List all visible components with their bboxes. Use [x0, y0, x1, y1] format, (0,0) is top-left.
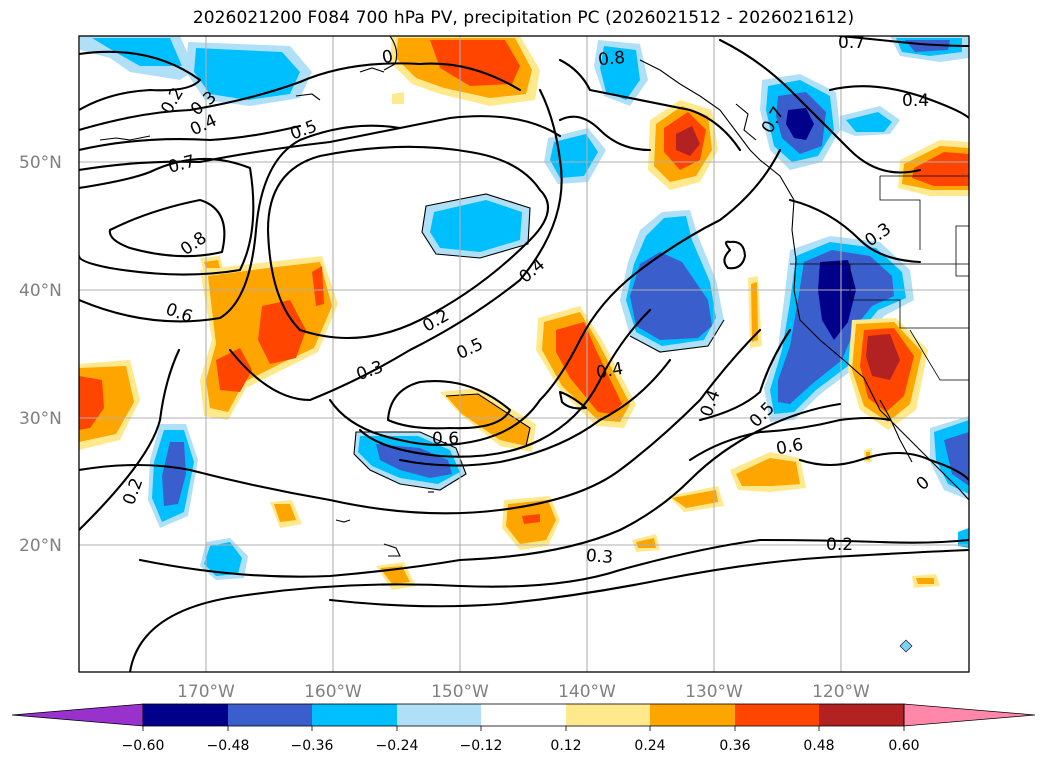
- colorbar-tick-label: −0.60: [122, 738, 165, 754]
- colorbar-segment: [481, 704, 566, 726]
- colorbar-segment: [397, 704, 481, 726]
- contour-label: 0.8: [597, 48, 626, 70]
- lon-label-120w: 120°W: [812, 682, 870, 702]
- borders: [790, 175, 969, 381]
- contour-label: 0.7: [838, 33, 865, 53]
- lat-label-50: 50°N: [19, 153, 62, 173]
- colorbar-segment: [735, 704, 819, 726]
- map-frame: [78, 35, 970, 673]
- patch-outlines: [353, 193, 725, 491]
- colorbar-segment: [312, 704, 397, 726]
- pv-contours: [79, 36, 969, 672]
- contour-label: 0: [381, 47, 395, 69]
- colorbar-tick-label: 0.48: [803, 738, 834, 754]
- contour-label: 0.3: [585, 546, 614, 568]
- latitude-labels: 50°N 40°N 30°N 20°N: [19, 153, 62, 556]
- colorbar-segment: [650, 704, 735, 726]
- coastlines: [99, 36, 969, 557]
- colorbar-tick-label: 0.36: [719, 738, 750, 754]
- colorbar-min-extend: [11, 703, 144, 727]
- lat-label-40: 40°N: [19, 281, 62, 301]
- colorbar-tick-label: 0.12: [550, 738, 581, 754]
- colorbar-tick-label: −0.24: [376, 738, 419, 754]
- colorbar-frame: [142, 703, 905, 727]
- colorbar-tick-label: 0.24: [634, 738, 665, 754]
- colorbar-max-extend: [903, 703, 1036, 727]
- contour-label: 0.4: [902, 91, 929, 111]
- colorbar-tick-label: −0.36: [291, 738, 334, 754]
- colorbar-ticks: [142, 726, 905, 731]
- lon-label-150w: 150°W: [431, 682, 489, 702]
- colorbar-segment: [228, 704, 312, 726]
- positive-precip-patches: [79, 36, 969, 590]
- colorbar-tick-label: −0.12: [460, 738, 503, 754]
- colorbar-tick-label: −0.48: [207, 738, 250, 754]
- map-panel: 0.2 0.3 0.4 0.5 0.7 0.8 0.6 0.5 0.4 0.2 …: [79, 33, 969, 672]
- contour-label: 0.6: [432, 429, 459, 449]
- longitude-labels: 170°W 160°W 150°W 140°W 130°W 120°W: [177, 682, 870, 702]
- lon-label-130w: 130°W: [685, 682, 743, 702]
- lon-label-160w: 160°W: [304, 682, 362, 702]
- colorbar-tick-label: 0.60: [888, 738, 919, 754]
- colorbar-segment: [566, 704, 650, 726]
- contour-label: 0.2: [826, 535, 853, 555]
- lat-label-30: 30°N: [19, 409, 62, 429]
- colorbar: −0.60 −0.48 −0.36 −0.24 −0.12 0.12 0.24 …: [11, 703, 1036, 754]
- contour-label: 0.6: [775, 435, 805, 459]
- lat-label-20: 20°N: [19, 536, 62, 556]
- lon-label-170w: 170°W: [177, 682, 235, 702]
- lon-label-140w: 140°W: [558, 682, 616, 702]
- negative-precip-patches: [80, 36, 969, 653]
- colorbar-segment: [819, 704, 904, 726]
- map-title: 2026021200 F084 700 hPa PV, precipitatio…: [192, 8, 855, 28]
- contour-label: 0.4: [595, 359, 625, 383]
- colorbar-segment: [143, 704, 228, 726]
